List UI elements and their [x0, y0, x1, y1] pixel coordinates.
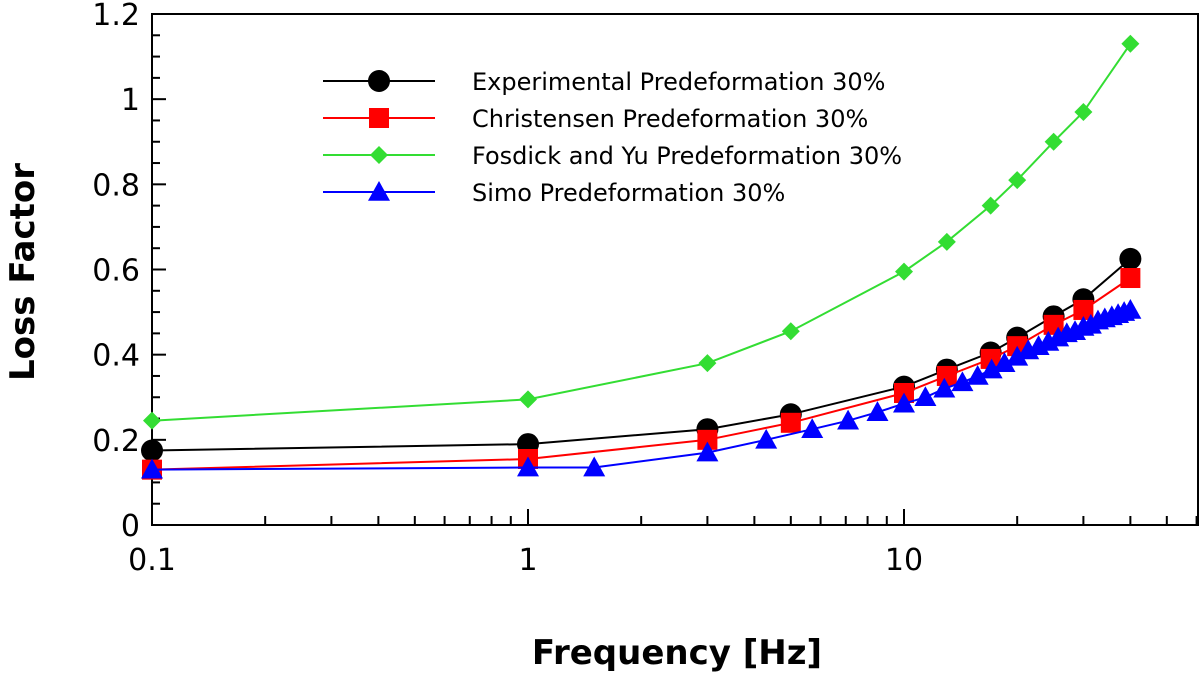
data-point — [866, 401, 889, 421]
data-point — [993, 352, 1016, 372]
data-point — [141, 458, 163, 479]
x-tick-label: 1 — [518, 543, 537, 578]
data-point — [698, 354, 717, 373]
data-point — [1119, 247, 1142, 270]
legend-label: Experimental Predeformation 30% — [472, 68, 885, 96]
legend-marker — [368, 70, 390, 92]
series-diamond — [143, 34, 1140, 430]
data-point — [141, 439, 163, 462]
y-tick-label: 0 — [121, 509, 140, 544]
legend: Experimental Predeformation 30% Christens… — [323, 68, 902, 207]
y-tick-label: 1.2 — [92, 0, 140, 33]
data-point — [801, 418, 824, 438]
y-tick-label: 0.4 — [92, 339, 140, 374]
data-point — [914, 386, 937, 407]
y-tick-label: 0.6 — [92, 254, 140, 289]
legend-label: Simo Predeformation 30% — [472, 179, 785, 207]
legend-label: Fosdick and Yu Predeformation 30% — [472, 142, 902, 170]
data-point — [895, 262, 913, 281]
y-axis-title: Loss Factor — [3, 163, 43, 381]
data-point — [517, 456, 539, 477]
data-point — [951, 371, 974, 392]
data-point — [1121, 34, 1140, 53]
data-point — [981, 196, 1000, 215]
data-point — [1120, 268, 1141, 289]
axes: 0 0.2 0.4 0.6 0.8 1 1.2 0.1 1 10 — [92, 0, 1199, 578]
data-point — [780, 412, 801, 433]
legend-marker — [370, 146, 388, 164]
legend-item: Christensen Predeformation 30% — [323, 105, 868, 133]
legend-label: Christensen Predeformation 30% — [472, 105, 868, 133]
data-point — [143, 411, 161, 430]
data-point — [1006, 345, 1029, 366]
data-point — [980, 358, 1003, 379]
series-layer — [141, 34, 1142, 480]
data-point — [755, 428, 778, 449]
data-point — [519, 390, 537, 409]
legend-item: Fosdick and Yu Predeformation 30% — [323, 142, 902, 170]
data-point — [696, 441, 719, 462]
series-triangle — [141, 298, 1142, 479]
data-point — [1074, 102, 1093, 121]
data-point — [1044, 132, 1063, 151]
data-point — [697, 429, 718, 450]
data-point — [583, 456, 606, 477]
x-tick-label: 10 — [885, 543, 923, 578]
legend-item: Experimental Predeformation 30% — [323, 68, 885, 96]
y-tick-label: 0.8 — [92, 168, 140, 203]
y-tick-label: 1 — [121, 83, 140, 118]
data-point — [1008, 171, 1027, 190]
series-line — [151, 309, 1131, 471]
data-point — [837, 409, 860, 430]
data-point — [966, 364, 989, 385]
data-point — [1073, 299, 1094, 320]
legend-marker — [369, 108, 389, 128]
x-axis-title: Frequency [Hz] — [532, 633, 822, 673]
data-point — [893, 392, 915, 413]
data-point — [980, 348, 1001, 369]
data-point — [1119, 298, 1142, 319]
series-square — [142, 268, 1141, 480]
x-tick-label: 0.1 — [128, 543, 176, 578]
legend-marker — [368, 181, 390, 201]
y-tick-label: 0.2 — [92, 424, 140, 459]
data-point — [937, 232, 956, 251]
data-point — [781, 322, 800, 341]
data-point — [936, 365, 957, 386]
data-point — [933, 377, 956, 398]
legend-item: Simo Predeformation 30% — [323, 179, 785, 207]
